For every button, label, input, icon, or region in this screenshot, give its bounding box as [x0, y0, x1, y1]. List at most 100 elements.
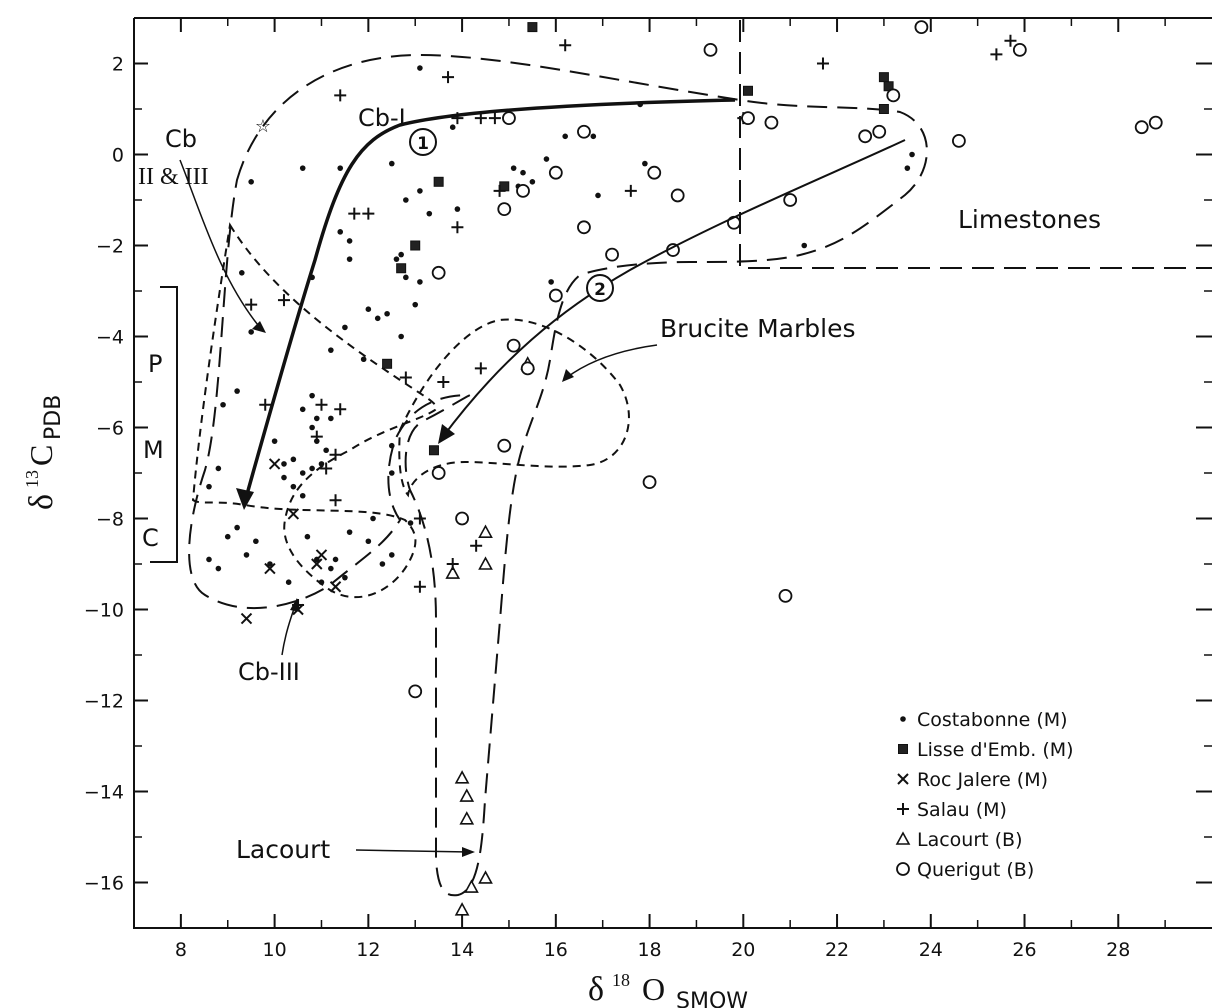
point-salau-m	[329, 448, 342, 461]
data-points	[206, 20, 1163, 916]
y-axis-title-sub: PDB	[41, 395, 66, 440]
point-lisse-d-emb-m	[742, 85, 753, 96]
pmc-bracket-line	[150, 286, 178, 563]
point-querigut-b	[1148, 115, 1163, 130]
point-salau-m	[329, 494, 342, 507]
point-costabonne-m	[370, 515, 376, 522]
point-querigut-b	[914, 20, 929, 35]
point-costabonne-m	[510, 165, 517, 171]
y-tick-label: −16	[84, 873, 124, 895]
legend-label: Roc Jalere (M)	[917, 769, 1048, 791]
field-labels: Cb-I Cb II & III Cb-III Limestones Bruci…	[138, 104, 1101, 864]
point-querigut-b	[520, 361, 535, 376]
arrow-brucite-head	[562, 369, 574, 382]
label-brucite: Brucite Marbles	[660, 314, 855, 343]
point-salau-m	[442, 71, 455, 84]
legend-marker	[900, 716, 906, 722]
point-costabonne-m	[365, 538, 372, 545]
point-costabonne-m	[239, 270, 245, 276]
y-axis-title-super: 13	[22, 470, 42, 488]
legend-marker	[895, 831, 911, 845]
x-axis-title-super: 18	[612, 970, 630, 990]
point-querigut-b	[497, 202, 512, 217]
legend-label: Salau (M)	[917, 799, 1007, 821]
point-querigut-b	[670, 188, 685, 203]
point-querigut-b	[577, 124, 591, 139]
point-costabonne-m	[248, 329, 254, 335]
point-costabonne-m	[220, 401, 226, 408]
point-salau-m	[320, 462, 333, 475]
point-querigut-b	[516, 183, 530, 198]
point-querigut-b	[455, 511, 469, 526]
point-costabonne-m	[337, 229, 344, 235]
point-salau-m	[348, 207, 361, 220]
point-costabonne-m	[374, 315, 381, 322]
point-lacourt-b	[459, 811, 475, 825]
point-costabonne-m	[388, 470, 395, 476]
point-costabonne-m	[388, 552, 395, 558]
point-costabonne-m	[215, 565, 222, 572]
point-costabonne-m	[595, 192, 601, 199]
point-salau-m	[310, 430, 323, 443]
x-axis-title-sub: SMOW	[676, 989, 748, 1008]
point-costabonne-m	[328, 415, 334, 422]
point-salau-m	[474, 362, 487, 375]
point-costabonne-m	[417, 188, 423, 194]
point-querigut-b	[783, 193, 798, 207]
point-costabonne-m	[407, 520, 414, 526]
y-tick-label: 0	[112, 145, 124, 167]
trend-paths	[179, 98, 906, 857]
point-costabonne-m	[426, 210, 433, 217]
point-querigut-b	[497, 438, 512, 453]
axis-lines	[133, 18, 1212, 929]
point-costabonne-m	[360, 356, 367, 363]
pmc-label-m: M	[143, 436, 164, 464]
point-salau-m	[624, 184, 637, 197]
point-roc-jalere-m	[268, 458, 281, 470]
x-tick-label: 22	[825, 939, 849, 961]
point-querigut-b	[764, 115, 779, 130]
y-axis-title: δ 13 C PDB	[22, 395, 66, 510]
y-tick-label: −8	[96, 509, 124, 531]
point-querigut-b	[741, 111, 755, 125]
trend-path-2-arrowhead	[438, 424, 455, 444]
point-salau-m	[334, 403, 347, 416]
point-salau-m	[559, 39, 572, 52]
point-salau-m	[437, 376, 450, 388]
point-lacourt-b	[454, 902, 470, 916]
point-costabonne-m	[318, 579, 325, 585]
field-outlines	[188, 20, 1212, 897]
point-costabonne-m	[253, 538, 259, 545]
point-costabonne-m	[801, 242, 808, 249]
point-costabonne-m	[328, 347, 334, 353]
point-costabonne-m	[281, 461, 287, 467]
legend-marker	[898, 744, 908, 754]
pmc-label-c: C	[142, 524, 159, 552]
point-salau-m	[1004, 34, 1017, 47]
point-costabonne-m	[328, 565, 334, 572]
point-roc-jalere-m	[264, 562, 276, 575]
point-costabonne-m	[543, 156, 550, 162]
point-costabonne-m	[304, 533, 311, 540]
point-salau-m	[413, 512, 426, 525]
point-roc-jalere-m	[329, 581, 342, 593]
point-querigut-b	[858, 129, 873, 144]
x-tick-label: 16	[544, 939, 568, 961]
point-salau-m	[315, 398, 328, 411]
point-querigut-b	[886, 88, 901, 103]
point-costabonne-m	[403, 274, 409, 281]
point-costabonne-m	[548, 279, 554, 285]
pmc-bracket: P M C	[142, 286, 178, 563]
x-tick-label: 10	[263, 939, 287, 961]
point-lacourt-b	[459, 788, 475, 802]
point-querigut-b	[431, 466, 446, 480]
point-costabonne-m	[309, 465, 315, 472]
point-costabonne-m	[909, 151, 915, 158]
point-salau-m	[362, 207, 375, 220]
legend: Costabonne (M) Lisse d'Emb. (M) Roc Jalere…	[895, 709, 1074, 881]
point-querigut-b	[647, 165, 662, 180]
point-lacourt-b	[454, 770, 470, 784]
x-tick-label: 14	[450, 939, 474, 961]
legend-label: Querigut (B)	[917, 859, 1034, 881]
path-1-badge	[409, 128, 437, 156]
